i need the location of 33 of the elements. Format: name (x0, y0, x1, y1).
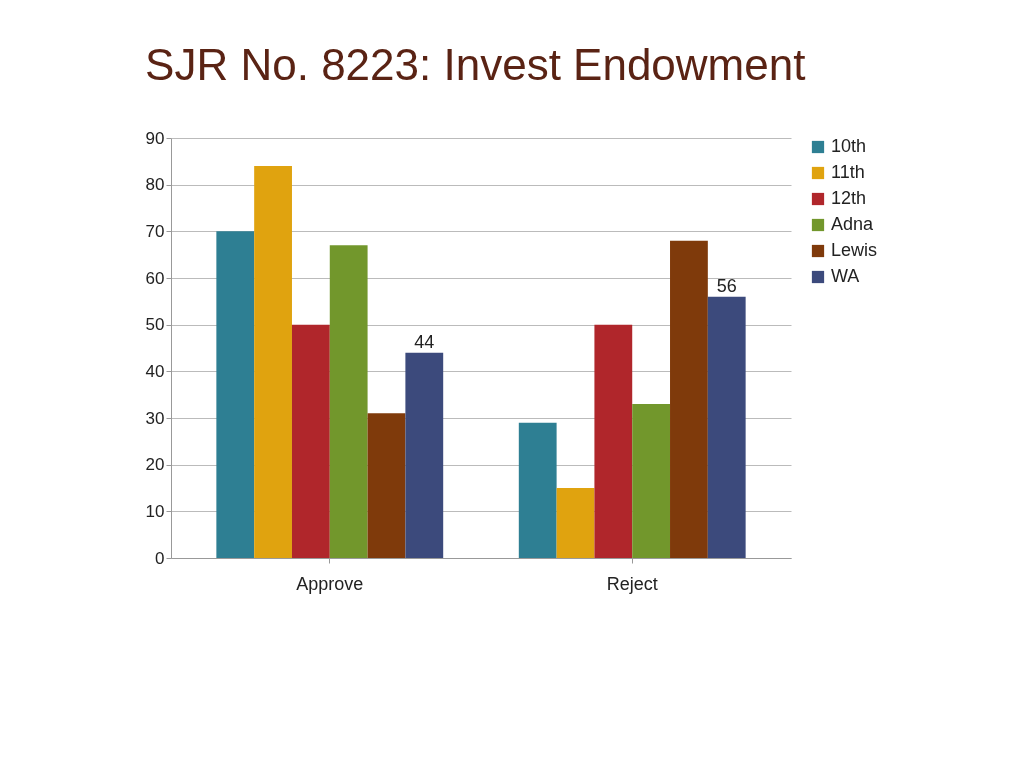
bar (291, 324, 330, 558)
y-tick-label: 40 (145, 361, 165, 381)
data-label: 56 (716, 275, 737, 296)
y-tick-label: 90 (145, 128, 165, 148)
y-tick-label: 0 (155, 548, 165, 568)
y-tick-label: 80 (145, 175, 165, 195)
bar (707, 296, 746, 558)
bar (632, 404, 671, 558)
y-tick-label: 60 (145, 268, 165, 288)
legend-label: 11th (831, 162, 865, 182)
x-tick-label: Reject (606, 573, 658, 594)
data-label: 44 (414, 331, 435, 352)
chart-title: SJR No. 8223: Invest Endowment (145, 40, 806, 89)
bar (405, 352, 444, 558)
y-tick-label: 70 (145, 221, 165, 241)
y-tick-label: 20 (145, 455, 165, 475)
bar (556, 488, 595, 558)
bar (518, 422, 557, 558)
y-tick-label: 10 (145, 501, 165, 521)
x-tick-label: Approve (296, 573, 364, 594)
bar (670, 240, 708, 558)
bar (367, 413, 406, 558)
legend-label: 12th (831, 188, 867, 208)
bar (594, 324, 633, 558)
legend-label: WA (831, 266, 860, 286)
y-tick-label: 50 (145, 315, 165, 335)
bar (254, 166, 292, 558)
bar (216, 231, 255, 558)
legend-label: 10th (831, 136, 867, 156)
y-tick-label: 30 (145, 408, 165, 428)
legend-label: Lewis (831, 240, 878, 260)
legend-label: Adna (831, 214, 875, 234)
bar (329, 245, 368, 558)
